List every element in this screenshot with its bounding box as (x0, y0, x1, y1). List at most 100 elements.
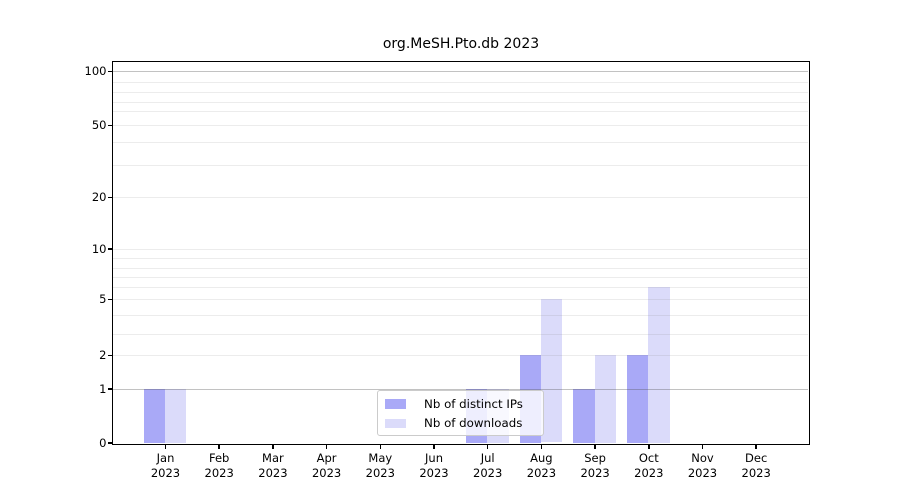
bar (626, 355, 649, 443)
gridline (113, 165, 808, 167)
gridline (113, 92, 808, 94)
x-tick-month: Feb (209, 450, 230, 465)
x-tick-month: Aug (530, 450, 553, 465)
x-tick-year: 2023 (687, 465, 718, 480)
y-tick (108, 388, 113, 390)
y-tick-label: 100 (84, 64, 107, 78)
x-tick-label: Apr 2023 (295, 451, 359, 481)
legend-item: Nb of distinct IPs (385, 394, 543, 414)
y-tick (108, 442, 113, 444)
gridline (113, 314, 808, 316)
gridline (113, 111, 808, 113)
x-tick (486, 444, 489, 449)
x-tick-month: May (368, 450, 393, 465)
gridline (113, 141, 808, 143)
x-tick (272, 444, 274, 449)
x-tick-month: Sep (584, 450, 606, 465)
gridline (113, 102, 808, 104)
x-tick-year: 2023 (741, 465, 771, 480)
x-tick-month: Jan (156, 450, 175, 465)
x-tick (325, 444, 328, 449)
x-tick-label: May 2023 (348, 451, 412, 481)
bar (648, 287, 670, 443)
gridline (113, 257, 808, 259)
legend-item: Nb of downloads (385, 414, 543, 434)
y-tick (108, 354, 113, 357)
x-tick-label: Jan 2023 (134, 451, 198, 481)
x-tick (379, 444, 382, 449)
gridline (113, 287, 808, 288)
gridline (113, 298, 808, 300)
x-tick-month: Nov (691, 450, 714, 465)
bar (573, 388, 595, 443)
x-tick-year: 2023 (473, 465, 503, 480)
y-tick-label: 10 (91, 241, 107, 256)
x-tick-year: 2023 (580, 465, 610, 480)
gridline (113, 124, 808, 126)
y-tick-label: 50 (91, 117, 107, 132)
x-tick-label: Jul 2023 (456, 451, 520, 481)
x-tick (594, 444, 596, 449)
bar (143, 388, 165, 443)
x-tick-year: 2023 (526, 465, 557, 480)
y-tick-label: 5 (99, 291, 107, 306)
x-tick-month: Apr (316, 450, 337, 465)
gridline (113, 267, 808, 269)
x-tick-month: Jun (425, 450, 443, 465)
bar (540, 298, 563, 443)
y-tick-label: 2 (99, 348, 107, 362)
x-tick-month: Oct (638, 450, 659, 465)
y-tick (108, 298, 113, 301)
legend-label: Nb of downloads (424, 416, 523, 431)
y-tick-label: 20 (91, 189, 107, 204)
gridline (113, 277, 808, 279)
x-tick-month: Jul (480, 450, 495, 465)
y-tick (108, 196, 113, 199)
x-tick-label: Nov 2023 (671, 451, 735, 481)
x-tick-year: 2023 (365, 465, 395, 480)
x-tick-year: 2023 (150, 465, 181, 480)
gridline (113, 71, 808, 72)
x-tick-label: Oct 2023 (617, 451, 681, 481)
x-tick (218, 444, 220, 449)
legend-swatch (385, 399, 406, 409)
legend: Nb of distinct IPs Nb of downloads (377, 390, 544, 436)
y-tick-label: 0 (99, 435, 107, 450)
x-tick-label: Sep 2023 (563, 451, 627, 481)
x-tick-label: Jun 2023 (402, 451, 466, 481)
x-tick-label: Mar 2023 (241, 451, 305, 481)
x-tick (701, 444, 704, 449)
y-tick (108, 248, 113, 250)
bar (165, 388, 187, 443)
x-tick (648, 444, 650, 449)
gridline (113, 388, 808, 390)
legend-swatch (385, 418, 406, 428)
x-tick-month: Mar (262, 450, 284, 465)
gridline (113, 196, 808, 198)
x-tick (164, 444, 167, 449)
gridlines-layer (113, 62, 808, 443)
y-tick (108, 124, 113, 127)
y-tick-label: 1 (99, 381, 107, 396)
x-tick-label: Aug 2023 (509, 451, 573, 481)
legend-label: Nb of distinct IPs (424, 396, 523, 411)
bar (594, 355, 616, 443)
chart-title: org.MeSH.Pto.db 2023 (382, 36, 540, 52)
gridline (113, 82, 808, 84)
x-tick-year: 2023 (311, 465, 342, 480)
x-tick (433, 444, 435, 449)
x-tick (755, 444, 757, 449)
y-tick (108, 70, 113, 73)
gridline (113, 355, 808, 356)
x-tick (540, 444, 543, 449)
gridline (113, 248, 808, 250)
x-tick-label: Dec 2023 (724, 451, 788, 481)
gridline (113, 333, 808, 335)
x-tick-year: 2023 (419, 465, 449, 480)
x-tick-label: Feb 2023 (187, 451, 251, 481)
x-tick-year: 2023 (258, 465, 288, 480)
x-tick-month: Dec (745, 450, 768, 465)
plot-area: Nb of distinct IPs Nb of downloads (112, 61, 810, 445)
x-tick-year: 2023 (634, 465, 664, 480)
